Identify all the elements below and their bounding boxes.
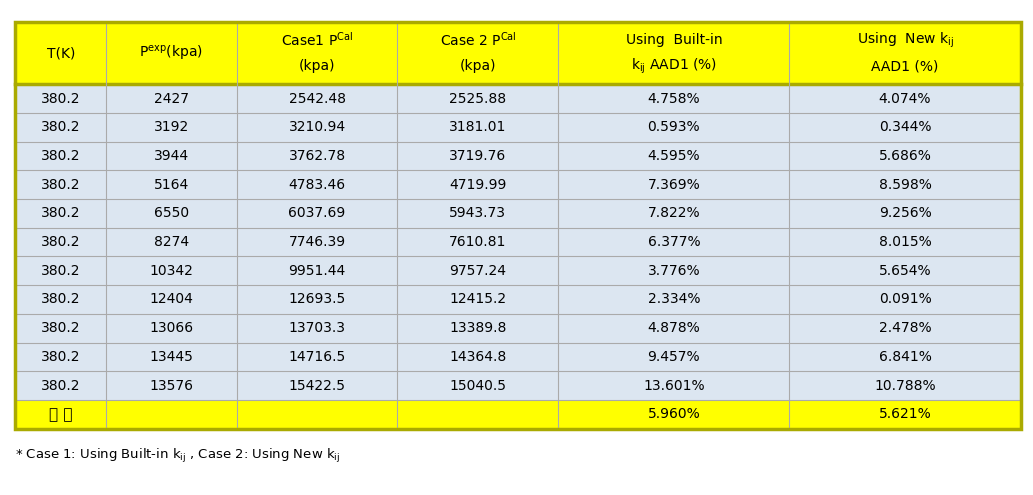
Text: 13576: 13576 [150, 379, 193, 393]
Text: 0.091%: 0.091% [879, 293, 932, 306]
Text: $\mathregular{k_{ij}}$ AAD1 (%): $\mathregular{k_{ij}}$ AAD1 (%) [631, 56, 717, 76]
Bar [15, 343, 1021, 371]
Text: 5.654%: 5.654% [879, 264, 932, 278]
Text: 3210.94: 3210.94 [288, 120, 346, 134]
Text: 15040.5: 15040.5 [449, 379, 506, 393]
Text: 7.369%: 7.369% [648, 178, 700, 192]
Text: 5.686%: 5.686% [879, 149, 932, 163]
Bar [15, 113, 1021, 142]
Text: 14716.5: 14716.5 [288, 350, 346, 364]
Text: 2.334%: 2.334% [648, 293, 700, 306]
Text: AAD1 (%): AAD1 (%) [871, 59, 939, 73]
Bar [15, 285, 1021, 314]
Text: 380.2: 380.2 [41, 293, 81, 306]
Text: 380.2: 380.2 [41, 350, 81, 364]
Text: 9.256%: 9.256% [879, 206, 932, 220]
Text: 14364.8: 14364.8 [449, 350, 506, 364]
Text: 3944: 3944 [154, 149, 189, 163]
Bar [15, 22, 1021, 429]
Bar [15, 22, 1021, 84]
Text: 6550: 6550 [154, 206, 189, 220]
Text: 10.788%: 10.788% [874, 379, 936, 393]
Text: 8.598%: 8.598% [879, 178, 932, 192]
Text: 13703.3: 13703.3 [288, 321, 345, 335]
Text: (kpa): (kpa) [299, 59, 336, 73]
Text: 3762.78: 3762.78 [288, 149, 346, 163]
Text: 380.2: 380.2 [41, 149, 81, 163]
Text: 8274: 8274 [154, 235, 189, 249]
Text: 평 균: 평 균 [49, 407, 72, 422]
Text: 7.822%: 7.822% [648, 206, 700, 220]
Text: 7610.81: 7610.81 [449, 235, 506, 249]
Text: 4783.46: 4783.46 [288, 178, 346, 192]
Text: 13445: 13445 [150, 350, 193, 364]
Text: T(K): T(K) [46, 46, 75, 60]
Text: 5.621%: 5.621% [879, 407, 932, 421]
Text: 3719.76: 3719.76 [449, 149, 506, 163]
Text: 9757.24: 9757.24 [449, 264, 506, 278]
Text: 380.2: 380.2 [41, 178, 81, 192]
Text: 4.758%: 4.758% [648, 92, 700, 105]
Text: 5943.73: 5943.73 [449, 206, 506, 220]
Text: 4.878%: 4.878% [648, 321, 700, 335]
Text: Case 2 $\mathregular{P^{Cal}}$: Case 2 $\mathregular{P^{Cal}}$ [439, 31, 516, 49]
Text: 0.593%: 0.593% [648, 120, 700, 134]
Text: 7746.39: 7746.39 [288, 235, 346, 249]
Text: 6.841%: 6.841% [879, 350, 932, 364]
Text: 2427: 2427 [154, 92, 189, 105]
Text: 13389.8: 13389.8 [449, 321, 506, 335]
Text: 2525.88: 2525.88 [449, 92, 506, 105]
Text: 12404: 12404 [150, 293, 193, 306]
Bar [15, 314, 1021, 343]
Text: 5.960%: 5.960% [648, 407, 700, 421]
Text: 8.015%: 8.015% [879, 235, 932, 249]
Text: 2.478%: 2.478% [879, 321, 932, 335]
Bar [15, 142, 1021, 170]
Text: 380.2: 380.2 [41, 264, 81, 278]
Text: 3181.01: 3181.01 [449, 120, 506, 134]
Bar [15, 371, 1021, 400]
Text: 3192: 3192 [154, 120, 189, 134]
Bar [15, 199, 1021, 228]
Bar [15, 228, 1021, 256]
Text: * Case 1: Using Built-in $\mathregular{k_{ij}}$ , Case 2: Using New $\mathregula: * Case 1: Using Built-in $\mathregular{k… [15, 447, 341, 465]
Text: 13.601%: 13.601% [643, 379, 705, 393]
Text: 9.457%: 9.457% [648, 350, 700, 364]
Text: 12415.2: 12415.2 [449, 293, 506, 306]
Text: 2542.48: 2542.48 [288, 92, 345, 105]
Text: Using  Built-in: Using Built-in [626, 33, 722, 47]
Text: 380.2: 380.2 [41, 92, 81, 105]
Text: 6.377%: 6.377% [648, 235, 700, 249]
Bar [15, 170, 1021, 199]
Text: 4.074%: 4.074% [879, 92, 932, 105]
Text: (kpa): (kpa) [460, 59, 496, 73]
Text: 380.2: 380.2 [41, 235, 81, 249]
Text: 380.2: 380.2 [41, 321, 81, 335]
Text: 380.2: 380.2 [41, 120, 81, 134]
Text: 4.595%: 4.595% [648, 149, 700, 163]
Text: $\mathregular{P^{exp}}$(kpa): $\mathregular{P^{exp}}$(kpa) [139, 44, 204, 63]
Text: 12693.5: 12693.5 [288, 293, 346, 306]
Text: 9951.44: 9951.44 [288, 264, 346, 278]
Text: 3.776%: 3.776% [648, 264, 700, 278]
Text: Case1 $\mathregular{P^{Cal}}$: Case1 $\mathregular{P^{Cal}}$ [281, 31, 353, 49]
Bar [15, 400, 1021, 429]
Text: 0.344%: 0.344% [879, 120, 932, 134]
Text: Using  New $\mathregular{k_{ij}}$: Using New $\mathregular{k_{ij}}$ [856, 31, 953, 50]
Text: 6037.69: 6037.69 [288, 206, 346, 220]
Bar [15, 84, 1021, 113]
Text: 15422.5: 15422.5 [288, 379, 345, 393]
Text: 380.2: 380.2 [41, 379, 81, 393]
Text: 380.2: 380.2 [41, 206, 81, 220]
Bar [15, 256, 1021, 285]
Text: 10342: 10342 [150, 264, 193, 278]
Text: 13066: 13066 [149, 321, 193, 335]
Text: 4719.99: 4719.99 [449, 178, 506, 192]
Text: 5164: 5164 [154, 178, 189, 192]
